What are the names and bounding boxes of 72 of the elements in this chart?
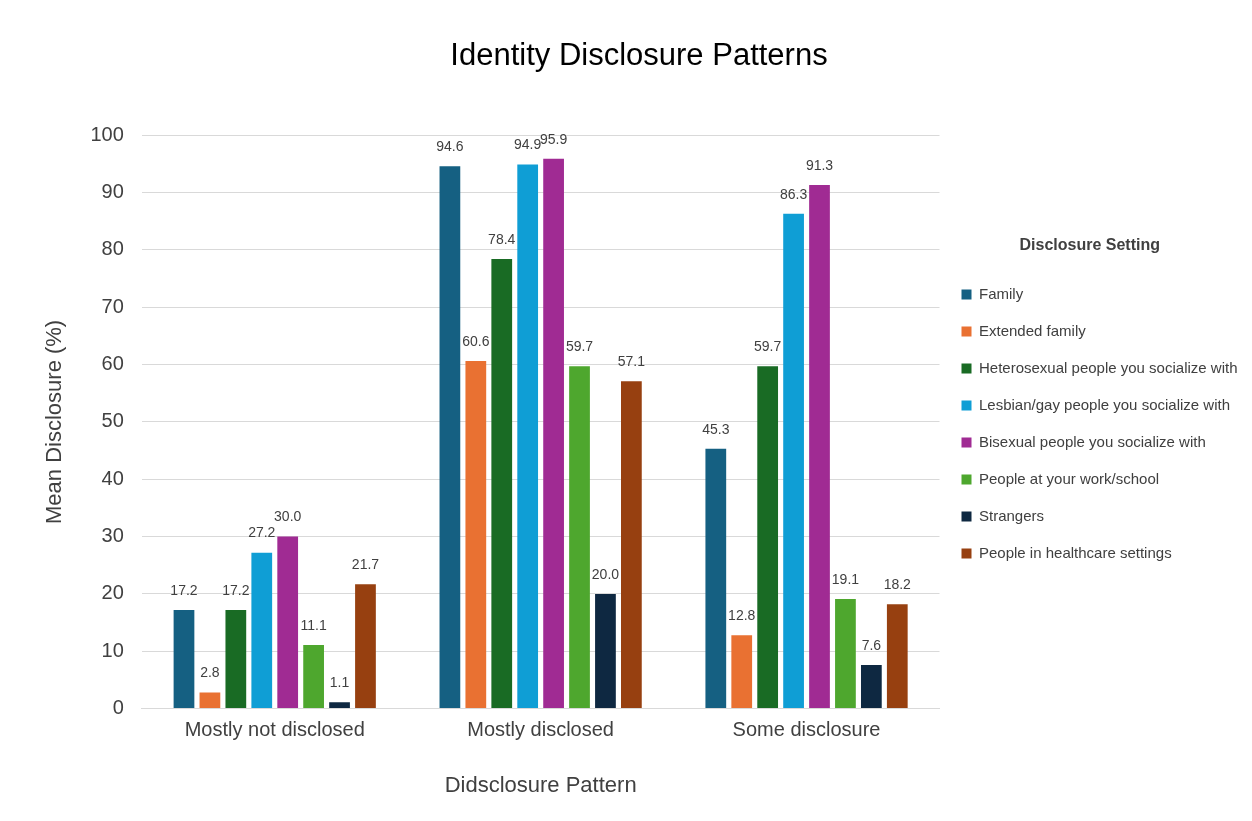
bar (705, 448, 727, 709)
legend-label: People at your work/school (979, 469, 1160, 487)
legend-title: Disclosure Setting (1019, 236, 1160, 254)
data-label: 7.6 (861, 636, 882, 653)
y-axis-title: Mean Disclosure (%) (41, 319, 67, 524)
data-label: 94.6 (436, 138, 464, 155)
bar (491, 259, 513, 709)
x-tick-label: Mostly not disclosed (184, 718, 365, 741)
y-tick-label: 80 (101, 237, 124, 260)
bar (303, 644, 324, 709)
data-label: 59.7 (754, 338, 782, 355)
y-tick-label: 30 (101, 524, 124, 547)
y-tick-label: 10 (101, 638, 124, 661)
bar (621, 381, 642, 709)
data-label: 2.8 (200, 664, 220, 681)
data-label: 17.2 (222, 581, 250, 598)
x-tick-label: Mostly disclosed (467, 718, 614, 741)
bar (860, 665, 882, 709)
data-label: 86.3 (779, 185, 808, 202)
data-label: 60.6 (462, 332, 490, 349)
bar (439, 166, 461, 709)
bar (173, 609, 195, 709)
data-label: 1.1 (329, 674, 350, 691)
bar (517, 164, 539, 709)
data-label: 11.1 (300, 616, 327, 633)
legend-label: Bisexual people you socialize with (979, 432, 1206, 450)
bar (225, 609, 247, 709)
bar (199, 692, 221, 709)
data-label: 20.0 (591, 565, 620, 582)
legend-label: People in healthcare settings (979, 543, 1172, 561)
data-label: 19.1 (831, 570, 860, 587)
bar (783, 213, 804, 709)
y-tick-label: 0 (112, 696, 124, 719)
bar (886, 604, 908, 709)
y-tick-label: 20 (101, 581, 124, 604)
bar (595, 593, 616, 709)
data-label: 17.2 (170, 581, 198, 598)
y-tick-label: 40 (101, 466, 124, 489)
data-label: 12.8 (728, 607, 756, 624)
x-tick-label: Some disclosure (732, 718, 881, 741)
data-label: 78.4 (488, 230, 516, 247)
bar (809, 185, 830, 709)
y-tick-label: 60 (101, 352, 124, 375)
legend-label: Lesbian/gay people you socialize with (979, 395, 1230, 413)
data-label: 21.7 (351, 556, 380, 573)
data-label: 45.3 (702, 420, 730, 437)
bar (543, 158, 564, 709)
bar (277, 536, 299, 709)
data-label: 30.0 (274, 508, 302, 525)
data-label: 27.2 (248, 524, 276, 541)
data-label: 91.3 (805, 156, 834, 173)
y-tick-label: 70 (101, 294, 124, 317)
bar (329, 702, 350, 709)
legend-label: Strangers (979, 506, 1045, 524)
y-tick-label: 50 (101, 409, 124, 432)
data-label: 57.1 (617, 353, 646, 370)
chart-title: Identity Disclosure Patterns (450, 37, 828, 73)
bar (251, 552, 273, 709)
legend-label: Extended family (979, 321, 1087, 339)
legend-label: Family (979, 284, 1024, 302)
legend-label: Heterosexual people you socialize with (979, 358, 1238, 376)
data-label: 18.2 (883, 576, 912, 593)
bar (569, 366, 590, 709)
x-axis-title: Didsclosure Pattern (444, 771, 637, 797)
data-label: 59.7 (565, 338, 594, 355)
bar (355, 584, 376, 709)
y-tick-label: 90 (101, 180, 124, 203)
bar (757, 366, 779, 709)
y-tick-label: 100 (90, 122, 124, 145)
bar (465, 361, 487, 709)
bar (835, 599, 856, 709)
bar (731, 635, 753, 709)
